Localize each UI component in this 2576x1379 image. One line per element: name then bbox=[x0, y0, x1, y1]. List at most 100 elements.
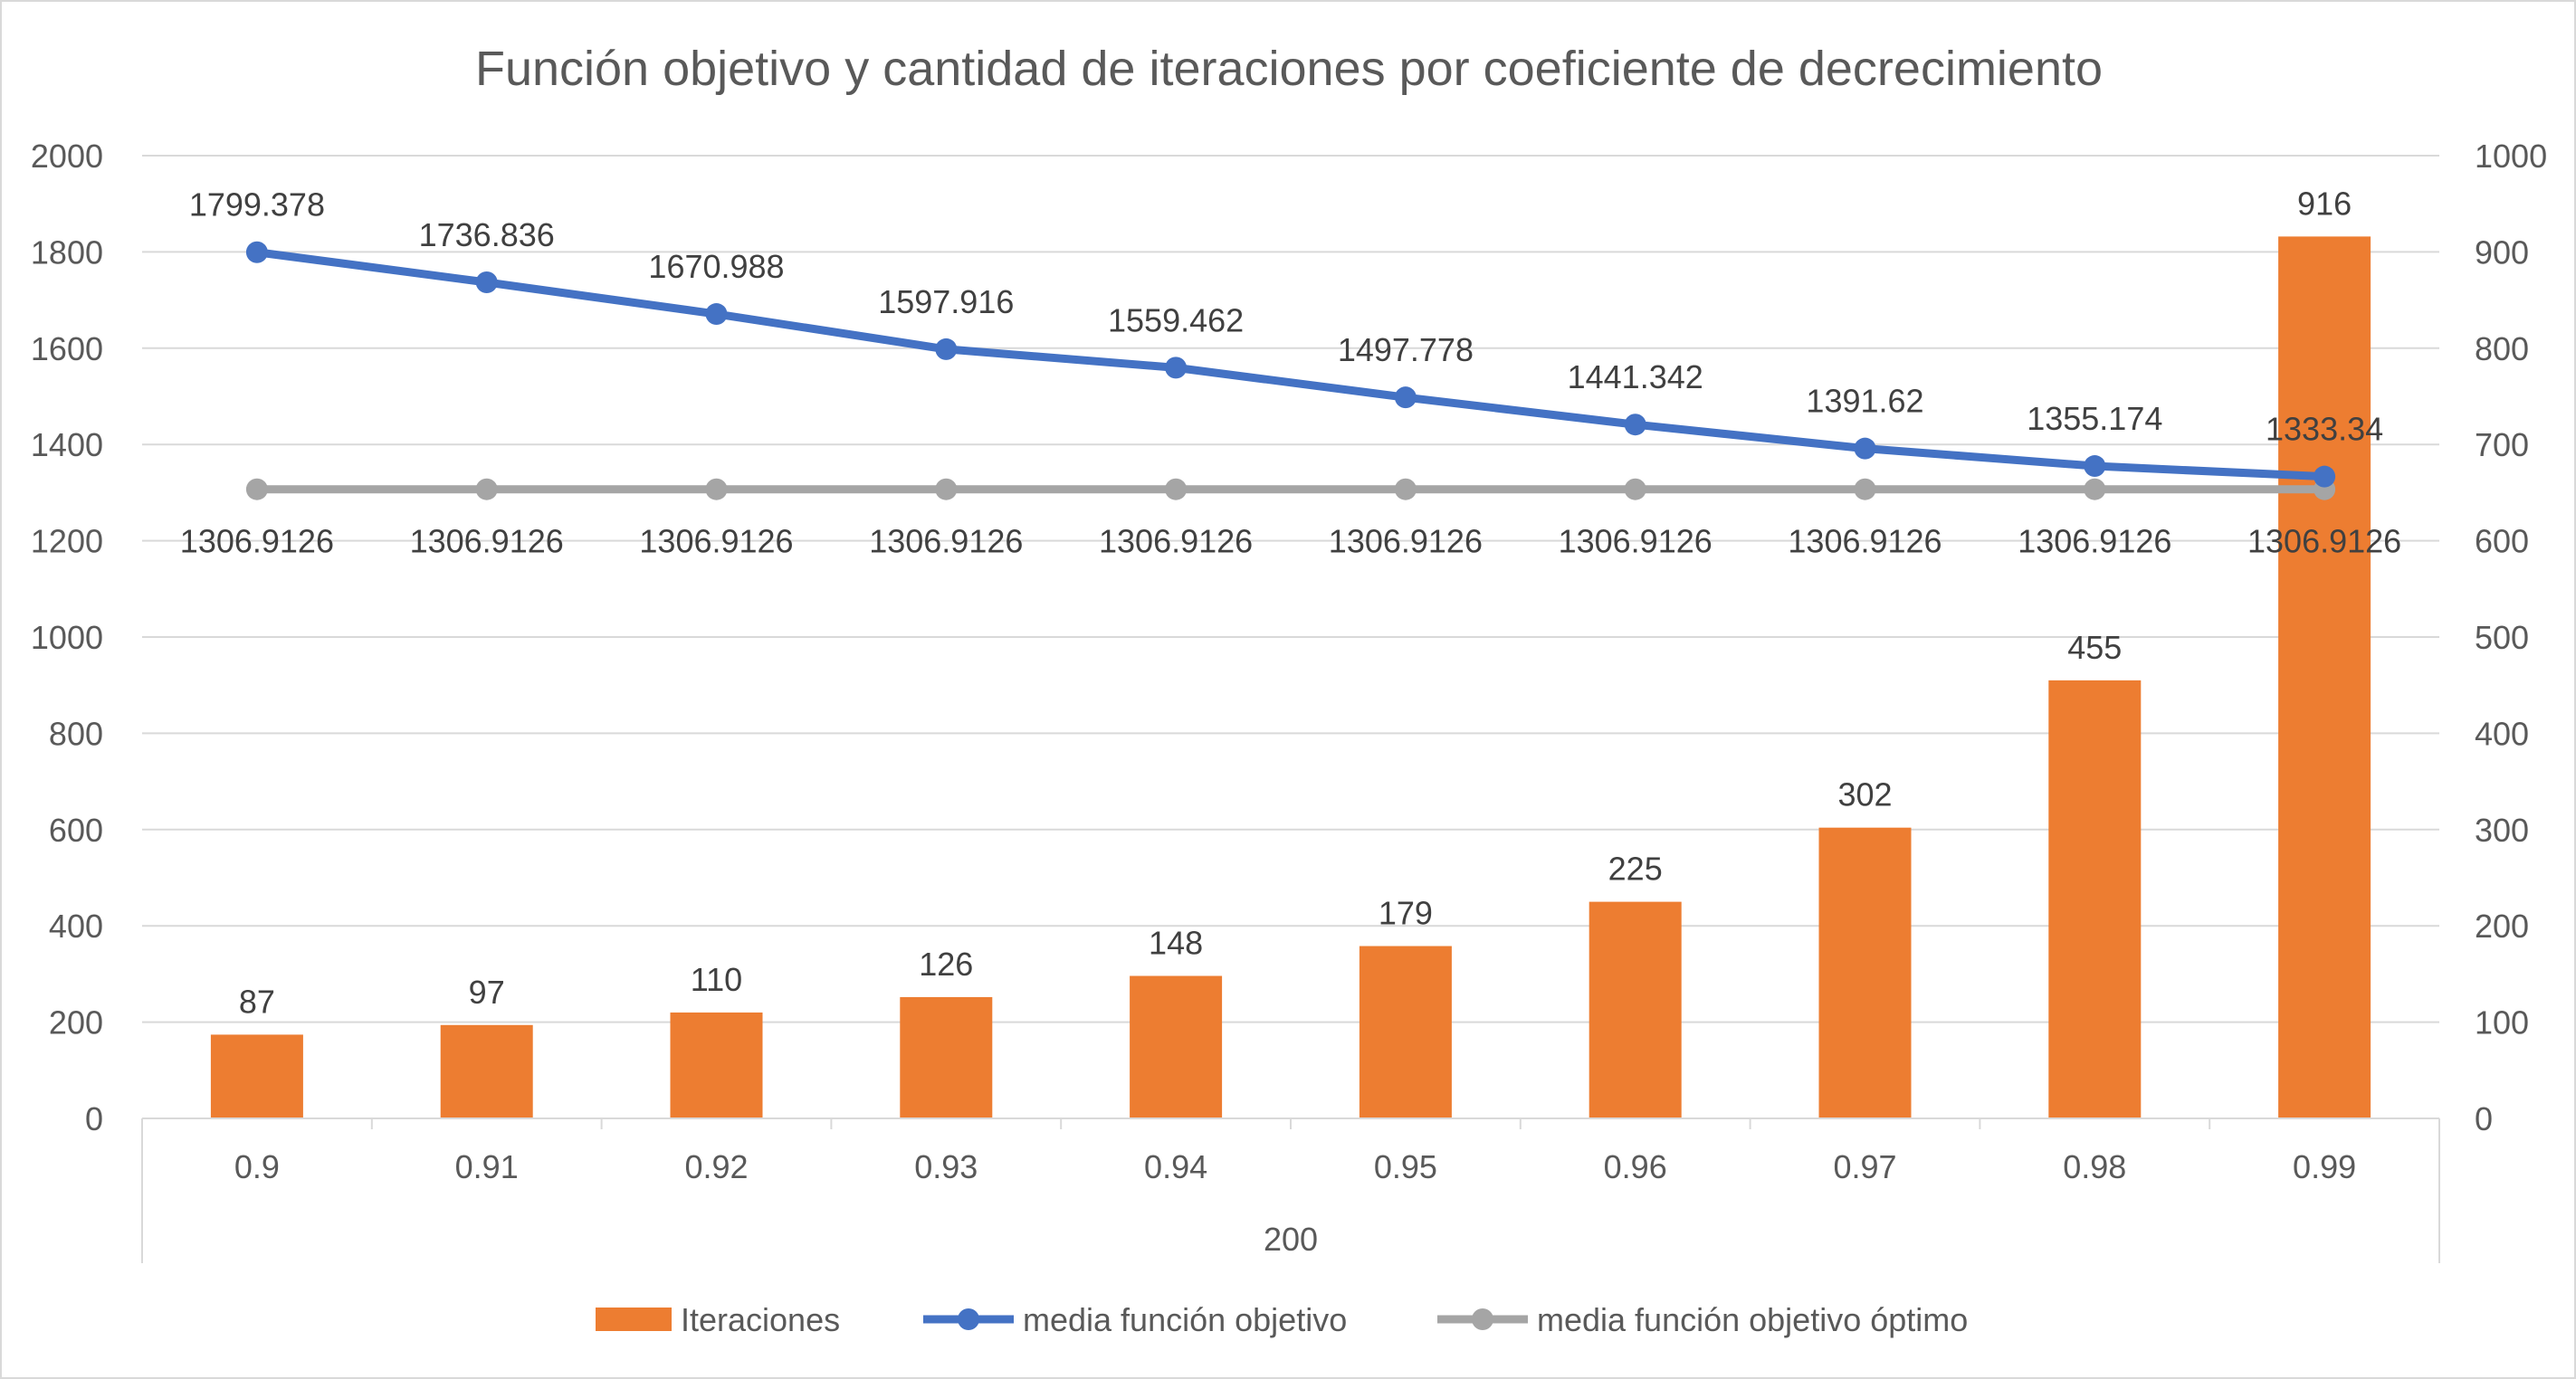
series-marker bbox=[1165, 357, 1188, 379]
bar-data-label: 455 bbox=[2067, 629, 2122, 666]
series-marker bbox=[1165, 478, 1188, 500]
x-tick-label: 0.93 bbox=[914, 1148, 978, 1185]
legend-marker-swatch bbox=[958, 1308, 979, 1330]
legend-label: Iteraciones bbox=[681, 1301, 840, 1338]
bar bbox=[1130, 975, 1223, 1118]
data-labels: 87 97 110 126 148 179 225 302 455 916 1799.378 1736… bbox=[180, 185, 2401, 1020]
x-tick-label: 0.99 bbox=[2293, 1148, 2356, 1185]
bar bbox=[1359, 946, 1452, 1118]
y-left-tick-label: 600 bbox=[49, 812, 103, 849]
bar bbox=[2278, 236, 2371, 1119]
y-right-tick-label: 0 bbox=[2475, 1100, 2493, 1137]
bar bbox=[2048, 680, 2142, 1118]
bar-data-label: 97 bbox=[469, 974, 505, 1011]
y-left-tick-label: 1600 bbox=[31, 330, 103, 367]
line-data-label: 1736.836 bbox=[419, 216, 555, 253]
optimum-data-label: 1306.9126 bbox=[1788, 523, 1942, 560]
x-tick-label: 0.91 bbox=[455, 1148, 519, 1185]
series-marker bbox=[1854, 437, 1876, 460]
y-right-tick-label: 100 bbox=[2475, 1004, 2529, 1041]
series-marker bbox=[1394, 478, 1417, 500]
series-marker bbox=[245, 241, 268, 263]
series-marker bbox=[935, 478, 958, 500]
line-data-label: 1391.62 bbox=[1806, 383, 1923, 420]
line-data-label: 1597.916 bbox=[878, 283, 1014, 320]
series-marker bbox=[1394, 386, 1417, 409]
line-data-label: 1559.462 bbox=[1108, 301, 1244, 338]
y-left-tick-label: 1400 bbox=[31, 426, 103, 463]
bar-data-label: 126 bbox=[919, 946, 973, 983]
series-marker bbox=[2084, 455, 2106, 478]
optimum-data-label: 1306.9126 bbox=[1559, 523, 1713, 560]
x-tick-label: 0.96 bbox=[1604, 1148, 1667, 1185]
x-tick-label: 0.92 bbox=[684, 1148, 748, 1185]
legend-marker-swatch bbox=[1472, 1308, 1493, 1330]
gridlines bbox=[142, 155, 2439, 1023]
series-marker bbox=[245, 478, 268, 500]
bar bbox=[1818, 827, 1912, 1118]
series-marker bbox=[475, 271, 498, 294]
series-marker bbox=[1854, 478, 1876, 500]
line-data-label: 1497.778 bbox=[1338, 331, 1474, 368]
optimum-data-label: 1306.9126 bbox=[869, 523, 1023, 560]
series-marker bbox=[705, 478, 728, 500]
bar bbox=[900, 996, 993, 1118]
bar-data-label: 148 bbox=[1149, 925, 1203, 962]
series-marker bbox=[1624, 414, 1646, 436]
y-left-tick-label: 0 bbox=[85, 1100, 103, 1137]
bar bbox=[670, 1012, 763, 1118]
legend-bar-swatch bbox=[596, 1308, 672, 1331]
optimum-data-label: 1306.9126 bbox=[639, 523, 793, 560]
series-line bbox=[256, 248, 2325, 481]
line-data-label: 1799.378 bbox=[189, 186, 325, 223]
y-right-tick-label: 400 bbox=[2475, 715, 2529, 752]
line-data-label: 1333.34 bbox=[2266, 411, 2383, 448]
y-right-tick-label: 900 bbox=[2475, 233, 2529, 271]
y-left-tick-label: 800 bbox=[49, 715, 103, 752]
bar bbox=[440, 1024, 533, 1118]
legend: Iteraciones media función objetivo media f… bbox=[596, 1301, 1968, 1338]
line-series bbox=[245, 241, 2336, 500]
line-data-label: 1355.174 bbox=[2027, 400, 2162, 437]
y-right-tick-label: 700 bbox=[2475, 426, 2529, 463]
bar-data-label: 916 bbox=[2297, 185, 2352, 222]
series-marker bbox=[1624, 478, 1646, 500]
optimum-data-label: 1306.9126 bbox=[1099, 523, 1253, 560]
bar bbox=[210, 1034, 303, 1118]
y-left-tick-label: 1200 bbox=[31, 523, 103, 560]
x-tick-label: 0.97 bbox=[1833, 1148, 1896, 1185]
series-marker bbox=[2314, 465, 2336, 488]
y-left-tick-label: 2000 bbox=[31, 138, 103, 175]
axes: 0 200 400 600 800 1000 1200 1400 1600 1800 2000 0 10… bbox=[31, 138, 2547, 1263]
y-left-tick-label: 1000 bbox=[31, 619, 103, 656]
series-marker bbox=[935, 338, 958, 360]
x-group-label: 200 bbox=[1264, 1221, 1318, 1258]
y-right-tick-label: 300 bbox=[2475, 812, 2529, 849]
x-tick-label: 0.94 bbox=[1144, 1148, 1207, 1185]
bar bbox=[1589, 901, 1682, 1118]
optimum-data-label: 1306.9126 bbox=[180, 523, 334, 560]
series-marker bbox=[2084, 478, 2106, 500]
series-marker bbox=[475, 478, 498, 500]
line-data-label: 1670.988 bbox=[648, 248, 784, 285]
y-left-tick-label: 1800 bbox=[31, 233, 103, 271]
bar-data-label: 179 bbox=[1379, 895, 1433, 932]
y-right-tick-label: 500 bbox=[2475, 619, 2529, 656]
optimum-data-label: 1306.9126 bbox=[2018, 523, 2171, 560]
legend-label: media función objetivo bbox=[1023, 1301, 1347, 1338]
series-marker bbox=[705, 303, 728, 326]
x-tick-label: 0.98 bbox=[2063, 1148, 2126, 1185]
y-right-tick-label: 600 bbox=[2475, 523, 2529, 560]
y-left-tick-label: 400 bbox=[49, 908, 103, 945]
bar-data-label: 87 bbox=[239, 983, 275, 1020]
bar-data-label: 110 bbox=[691, 961, 742, 998]
y-right-tick-label: 800 bbox=[2475, 330, 2529, 367]
x-tick-label: 0.95 bbox=[1374, 1148, 1437, 1185]
y-right-tick-label: 1000 bbox=[2475, 138, 2547, 175]
x-tick-label: 0.9 bbox=[234, 1148, 280, 1185]
optimum-data-label: 1306.9126 bbox=[1329, 523, 1483, 560]
legend-label: media función objetivo óptimo bbox=[1537, 1301, 1968, 1338]
chart-title: Función objetivo y cantidad de iteracion… bbox=[475, 42, 2103, 96]
